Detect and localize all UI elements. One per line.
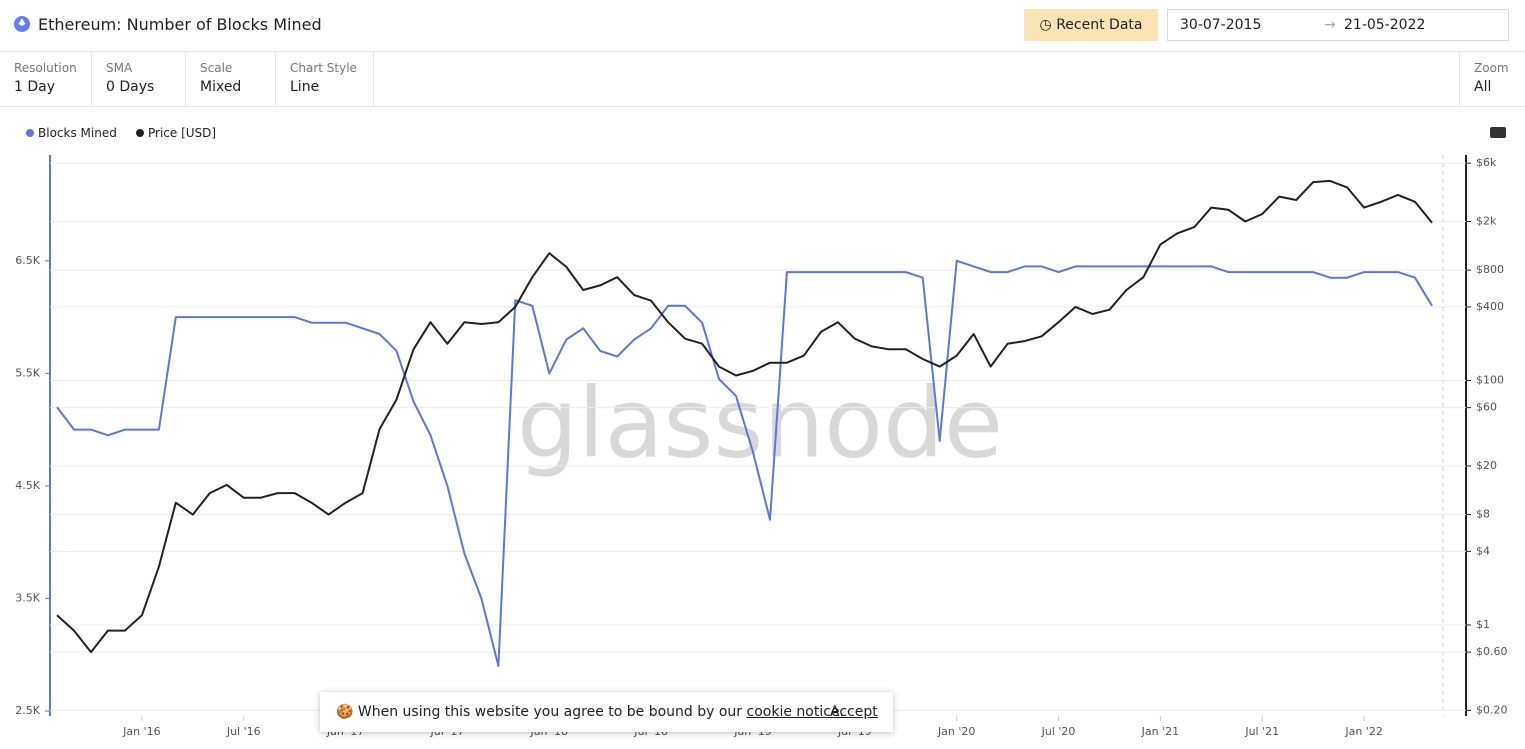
date-to: 21-05-2022 <box>1344 17 1426 33</box>
legend-item[interactable]: Price [USD] <box>136 126 216 140</box>
date-from: 30-07-2015 <box>1180 17 1262 33</box>
camera-icon[interactable] <box>1490 127 1506 138</box>
zoom[interactable]: Zoom All <box>1459 52 1525 106</box>
control-value: 0 Days <box>106 79 155 95</box>
x-tick-label: Jul '20 <box>1041 725 1076 738</box>
y2-tick-label: $400 <box>1476 300 1504 313</box>
accept-button[interactable]: Accept <box>830 704 878 720</box>
legend-dot <box>136 129 144 137</box>
control[interactable]: Resolution 1 Day <box>0 52 92 106</box>
header <box>0 0 1525 52</box>
y2-tick-label: $0.20 <box>1476 703 1508 716</box>
zoom-value: All <box>1474 79 1492 95</box>
zoom-label: Zoom <box>1474 61 1509 75</box>
series-line <box>56 259 1433 667</box>
cookie-text: When using this website you agree to be … <box>357 704 743 720</box>
control[interactable]: SMA 0 Days <box>92 52 186 106</box>
x-tick-label: Jan '16 <box>122 725 160 738</box>
control-value: Line <box>290 79 320 95</box>
y2-tick-label: $20 <box>1476 459 1497 472</box>
control-label: Chart Style <box>290 61 357 75</box>
control-value: 1 Day <box>14 79 56 95</box>
y-tick-label: 4.5K <box>15 479 40 492</box>
watermark: glassnode <box>517 367 1003 479</box>
y2-tick-label: $1 <box>1476 618 1490 631</box>
x-tick-label: Jan '20 <box>937 725 975 738</box>
y-tick-label: 6.5K <box>15 254 40 267</box>
control[interactable]: Scale Mixed <box>186 52 276 106</box>
y2-tick-label: $60 <box>1476 401 1497 414</box>
cookie-link[interactable]: cookie notice <box>746 704 840 720</box>
control-label: Scale <box>200 61 233 75</box>
x-tick-label: Jan '22 <box>1344 725 1382 738</box>
cookie-banner: 🍪 When using this website you agree to b… <box>320 692 893 732</box>
legend-label: Price [USD] <box>148 126 217 140</box>
y-tick-label: 5.5K <box>15 366 40 379</box>
divider <box>0 106 1525 107</box>
y2-tick-label: $8 <box>1476 508 1490 521</box>
y2-tick-label: $2k <box>1476 214 1497 227</box>
control[interactable]: Chart Style Line <box>276 52 374 106</box>
x-tick-label: Jul '21 <box>1244 725 1279 738</box>
x-tick-label: Jul '16 <box>226 725 261 738</box>
legend-item[interactable]: Blocks Mined <box>26 126 117 140</box>
y2-tick-label: $100 <box>1476 374 1504 387</box>
series-line <box>56 179 1433 654</box>
y2-tick-label: $800 <box>1476 263 1504 276</box>
recent-data-button[interactable]: ◷ Recent Data <box>1024 9 1158 41</box>
date-range[interactable]: 30-07-2015 → 21-05-2022 <box>1167 9 1509 41</box>
control-label: Resolution <box>14 61 77 75</box>
y-tick-label: 2.5K <box>15 704 40 717</box>
control-label: SMA <box>106 61 133 75</box>
title: Ethereum: Number of Blocks Mined <box>38 15 322 34</box>
y2-tick-label: $0.60 <box>1476 645 1508 658</box>
recent-label: Recent Data <box>1056 17 1143 33</box>
legend-label: Blocks Mined <box>38 126 117 140</box>
legend-dot <box>26 129 34 137</box>
y-tick-label: 3.5K <box>15 591 40 604</box>
control-value: Mixed <box>200 79 242 95</box>
arrow: → <box>1324 17 1336 33</box>
eth-icon <box>14 16 30 32</box>
cookie-end: . <box>839 704 845 720</box>
y2-tick-label: $6k <box>1476 156 1497 169</box>
y2-tick-label: $4 <box>1476 544 1490 557</box>
x-tick-label: Jan '21 <box>1141 725 1179 738</box>
